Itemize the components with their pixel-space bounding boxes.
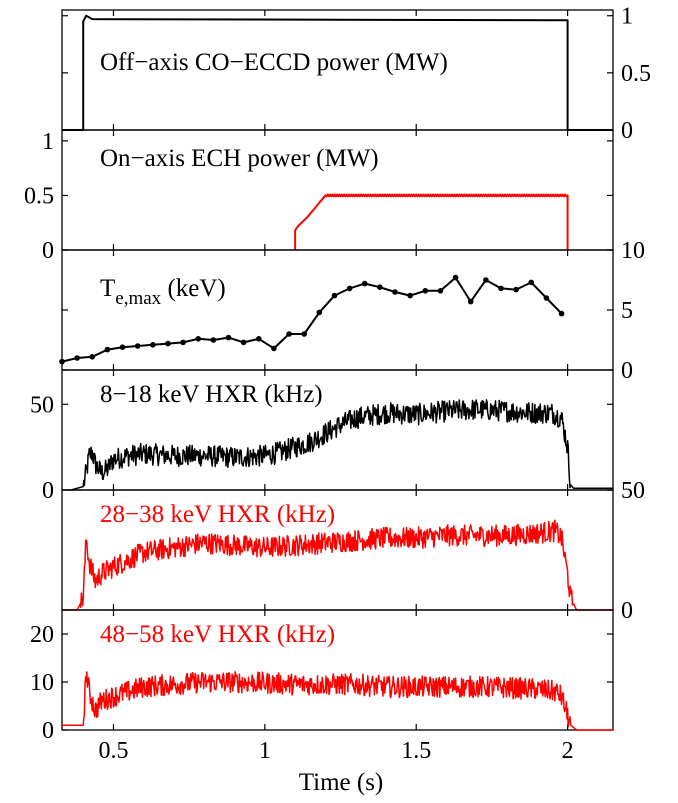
data-point — [255, 336, 262, 342]
panel-label: 8−18 keV HXR (kHz) — [100, 381, 323, 408]
data-point — [180, 339, 186, 346]
y-tick-label: 10 — [30, 670, 54, 696]
data-point — [361, 280, 368, 287]
panel-5: 0 50 28−38 keV HXR (kHz) — [61, 478, 645, 624]
data-point — [89, 354, 96, 360]
data-point — [483, 277, 489, 283]
y-tick-label: 0 — [621, 358, 633, 384]
data-point — [467, 298, 474, 305]
data-point — [452, 274, 459, 281]
panel-label: Off−axis CO−ECCD power (MW) — [100, 49, 448, 76]
data-point — [437, 288, 444, 294]
series-line-1 — [294, 193, 569, 250]
panel-label: On−axis ECH power (MW) — [100, 145, 379, 172]
panel-label: Te,max (keV) — [100, 275, 226, 309]
y-tick-label: 0 — [621, 118, 633, 144]
data-point — [301, 331, 307, 337]
data-point — [407, 292, 413, 299]
data-point — [543, 295, 550, 301]
series-line-1 — [61, 519, 614, 611]
data-point — [316, 309, 323, 316]
x-axis-title: Time (s) — [299, 769, 384, 796]
y-tick-label: 20 — [30, 622, 54, 648]
data-point — [165, 340, 171, 347]
x-tick-label: 0.5 — [98, 738, 128, 764]
data-point — [104, 346, 111, 353]
panel-frame — [61, 249, 614, 371]
y-tick-label: 5 — [621, 298, 633, 324]
series-line-1 — [67, 399, 614, 491]
data-point — [271, 345, 277, 352]
data-point — [558, 310, 565, 317]
data-point — [377, 284, 383, 291]
series-line-1 — [61, 671, 614, 731]
data-point — [195, 336, 202, 342]
data-point — [528, 279, 535, 286]
panel-stack: 0 0.5 1 Off−axis CO−ECCD power (MW) 0 0.5 1 On−… — [24, 4, 651, 744]
data-point — [331, 292, 338, 299]
series-line-1 — [62, 14, 613, 131]
series-line-1 — [61, 276, 563, 363]
x-tick-label: 1 — [259, 738, 271, 764]
panel-label: 48−58 keV HXR (kHz) — [100, 621, 335, 648]
y-tick-label: 1 — [621, 4, 633, 30]
x-axis: 0.5 1 1.5 2 — [98, 738, 573, 764]
y-tick-label: 0.5 — [621, 61, 651, 87]
data-point — [240, 339, 247, 346]
x-tick-label: 2 — [562, 738, 574, 764]
panel-3: 0 5 10 Te,max (keV) — [59, 238, 645, 384]
data-point — [392, 289, 398, 295]
data-point — [346, 285, 353, 292]
y-tick-label: 1 — [42, 129, 54, 155]
data-point — [286, 331, 292, 337]
data-point — [134, 343, 141, 349]
y-tick-label: 50 — [30, 392, 54, 418]
y-tick-label: 10 — [621, 238, 645, 264]
data-point — [119, 344, 126, 351]
data-point — [150, 342, 156, 348]
panel-frame — [61, 609, 614, 731]
data-point — [513, 286, 519, 293]
x-tick-label: 1.5 — [401, 738, 431, 764]
y-tick-label: 0 — [42, 238, 54, 264]
panel-6: 0 10 20 48−58 keV HXR (kHz) — [30, 609, 614, 744]
panel-1: 0 0.5 1 Off−axis CO−ECCD power (MW) — [61, 4, 651, 144]
data-point — [225, 334, 232, 341]
panel-4: 0 50 8−18 keV HXR (kHz) — [30, 369, 614, 504]
data-point — [498, 285, 504, 292]
data-point — [210, 337, 217, 343]
panel-label: 28−38 keV HXR (kHz) — [100, 501, 335, 528]
data-point — [422, 288, 429, 294]
panel-2: 0 0.5 1 On−axis ECH power (MW) — [24, 129, 614, 264]
y-tick-label: 0 — [42, 718, 54, 744]
y-tick-label: 50 — [621, 478, 645, 504]
data-point — [74, 355, 80, 361]
data-point — [59, 358, 65, 365]
y-tick-label: 0 — [621, 598, 633, 624]
y-tick-label: 0 — [42, 478, 54, 504]
y-tick-label: 0.5 — [24, 183, 54, 209]
